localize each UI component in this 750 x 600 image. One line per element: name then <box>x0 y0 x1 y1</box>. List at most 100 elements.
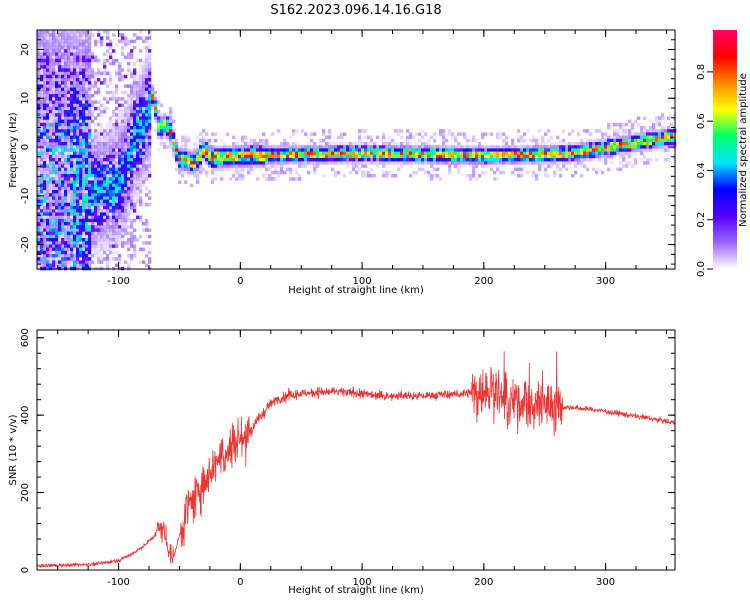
spectrogram-cell <box>46 52 50 56</box>
spectrogram-cell <box>436 158 440 162</box>
spectrogram-cell <box>442 148 446 152</box>
spectrogram-cell <box>568 154 572 159</box>
spectrogram-cell <box>349 151 353 156</box>
spectrogram-cell <box>103 202 107 207</box>
spectrogram-cell <box>241 148 245 152</box>
spectrogram-cell <box>400 129 404 133</box>
spectrogram-cell <box>535 174 539 178</box>
spectrogram-cell <box>145 167 149 172</box>
spectrogram-cell <box>232 161 236 165</box>
spectrogram-cell <box>61 193 65 197</box>
spectrogram-cell <box>55 228 59 232</box>
spectrogram-cell <box>55 161 59 165</box>
spectrogram-cell <box>544 148 548 152</box>
spectrogram-cell <box>364 129 368 133</box>
spectrogram-cell <box>121 231 125 236</box>
spectrogram-cell <box>52 30 56 34</box>
spectrogram-cell <box>85 218 89 223</box>
spectrogram-cell <box>88 177 92 181</box>
spectrogram-cell <box>88 30 92 34</box>
spectrogram-cell <box>544 158 548 162</box>
spectrogram-cell <box>610 138 614 143</box>
spectrogram-cell <box>46 151 50 156</box>
spectrogram-cell <box>88 257 92 261</box>
spectrogram-cell <box>85 116 89 120</box>
spectrogram-cell <box>184 161 188 165</box>
spectrogram-cell <box>586 148 590 152</box>
spectrogram-cell <box>88 68 92 72</box>
spectrogram-cell <box>136 167 140 172</box>
spectrogram-cell <box>121 241 125 245</box>
spectrogram-cell <box>535 151 539 156</box>
spectrogram-cell <box>649 145 653 149</box>
spectrogram-cell <box>76 30 80 34</box>
spectrogram-cell <box>70 33 74 37</box>
spectrogram-cell <box>109 218 113 223</box>
spectrogram-cell <box>145 110 149 114</box>
spectrogram-cell <box>490 161 494 165</box>
spectrogram-cell <box>112 151 116 156</box>
spectrogram-cell <box>58 138 62 143</box>
spectrogram-cell <box>61 78 65 82</box>
spectrogram-cell <box>580 174 584 178</box>
spectrogram-cell <box>259 148 263 152</box>
spectrogram-cell <box>127 180 131 184</box>
spectrogram-cell <box>85 138 89 143</box>
spectrogram-cell <box>64 234 68 239</box>
spectrogram-cell <box>67 190 71 194</box>
spectrogram-cell <box>91 138 95 143</box>
spectrogram-cell <box>73 94 77 98</box>
spectrogram-cell <box>43 148 47 152</box>
spectrogram-cell <box>52 81 56 85</box>
spectrogram-cell <box>310 151 314 156</box>
spectrogram-cell <box>163 126 167 130</box>
spectrogram-cell <box>37 129 41 133</box>
spectrogram-cell <box>55 241 59 245</box>
spectrogram-cell <box>58 161 62 165</box>
spectrogram-cell <box>64 228 68 232</box>
spectrogram-cell <box>127 164 131 168</box>
spectrogram-cell <box>103 209 107 213</box>
spectrogram-cell <box>298 145 302 149</box>
spectrogram-cell <box>457 154 461 159</box>
spectrogram-cell <box>40 36 44 40</box>
spectrogram-cell <box>241 161 245 165</box>
spectrogram-cell <box>85 151 89 156</box>
spectrogram-cell <box>100 122 104 127</box>
spectrogram-cell <box>103 110 107 114</box>
spectrogram-cell <box>595 158 599 162</box>
spectrogram-cell <box>478 174 482 178</box>
spectrogram-cell <box>148 167 152 172</box>
spectrogram-cell <box>70 52 74 56</box>
spectrogram-cell <box>232 167 236 172</box>
spectrogram-cell <box>286 167 290 172</box>
spectrogram-cell <box>247 164 251 168</box>
spectrogram-cell <box>631 122 635 127</box>
spectrogram-cell <box>118 62 122 66</box>
spectrogram-cell <box>469 161 473 165</box>
snr-y-tick-label: 400 <box>20 406 31 425</box>
spectrogram-cell <box>100 129 104 133</box>
spectrogram-cell <box>640 145 644 149</box>
spectrogram-cell <box>70 231 74 236</box>
spectrogram-cell <box>268 151 272 156</box>
spectrogram-cell <box>91 215 95 220</box>
spectrogram-cell <box>394 154 398 159</box>
spectrogram-cell <box>70 225 74 229</box>
spectrogram-cell <box>70 122 74 127</box>
spectrogram-cell <box>94 254 98 258</box>
spectrogram-cell <box>130 49 134 53</box>
spectrogram-cell <box>67 193 71 197</box>
spectrogram-cell <box>664 129 668 133</box>
spectrogram-cell <box>394 129 398 133</box>
spectrogram-cell <box>43 90 47 95</box>
spectrogram-cell <box>298 161 302 165</box>
spectrogram-cell <box>598 142 602 146</box>
spectrogram-cell <box>463 161 467 165</box>
spectrogram-cell <box>301 164 305 168</box>
spectrogram-cell <box>112 129 116 133</box>
spectrogram-cell <box>55 170 59 175</box>
spectrogram-cell <box>115 58 119 63</box>
spectrogram-cell <box>616 132 620 136</box>
spectrogram-cell <box>55 55 59 60</box>
